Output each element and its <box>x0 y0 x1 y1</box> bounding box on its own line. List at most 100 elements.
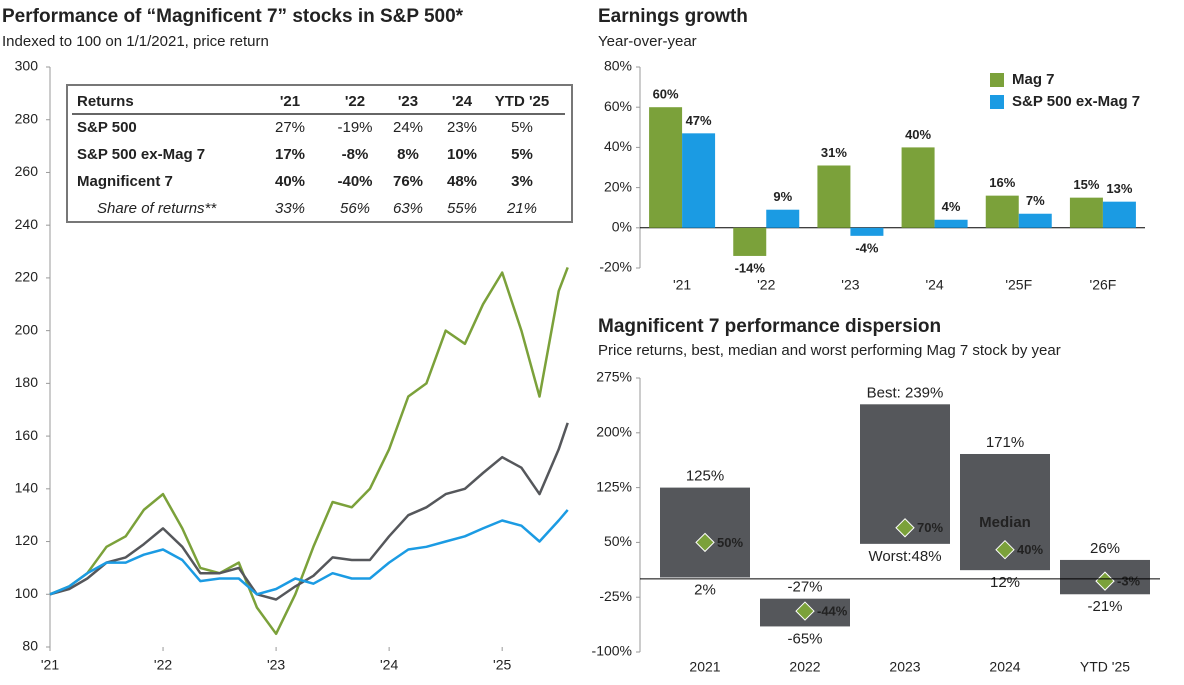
y-tick-label: 200 <box>15 321 39 337</box>
table-cell: 21% <box>506 200 537 217</box>
x-tick-label: '23 <box>267 657 285 673</box>
x-tick-label: '22 <box>154 657 172 673</box>
table-cell: 63% <box>393 200 423 217</box>
median-label: 40% <box>1017 542 1043 557</box>
x-tick-label: '26F <box>1090 277 1117 293</box>
bar <box>1069 197 1103 228</box>
table-header: '23 <box>398 93 418 110</box>
x-tick-label: '21 <box>673 277 691 293</box>
bar <box>985 195 1019 228</box>
table-cell: 23% <box>447 119 477 136</box>
legend-label: S&P 500 ex-Mag 7 <box>1012 93 1140 110</box>
y-tick-label: 160 <box>15 427 39 443</box>
high-label: Best: 239% <box>867 384 944 401</box>
table-cell: 33% <box>275 200 305 217</box>
x-tick-label: '23 <box>841 277 859 293</box>
table-cell: 5% <box>511 119 533 136</box>
y-tick-label: 220 <box>15 269 39 285</box>
bar <box>901 147 935 228</box>
median-label: 50% <box>717 535 743 550</box>
table-cell: 17% <box>275 146 305 163</box>
chart-subtitle: Year-over-year <box>598 33 697 50</box>
high-label: 171% <box>986 434 1024 451</box>
median-marker <box>895 518 915 538</box>
chart-title: Earnings growth <box>598 6 748 27</box>
data-label: 31% <box>821 145 847 160</box>
table-box <box>66 84 573 223</box>
legend-swatch <box>990 95 1004 109</box>
y-tick-label: -100% <box>592 643 632 659</box>
y-tick-label: 280 <box>15 110 39 126</box>
y-tick-label: 240 <box>15 216 39 232</box>
table-cell: -40% <box>337 173 372 190</box>
series-line <box>49 266 569 636</box>
high-label: 26% <box>1090 540 1120 557</box>
data-label: 9% <box>773 189 792 204</box>
x-tick-label: '25F <box>1005 277 1032 293</box>
table-cell: 48% <box>447 173 477 190</box>
legend-label: Mag 7 <box>1012 71 1055 88</box>
table-header: '21 <box>280 93 300 110</box>
table-cell: 76% <box>393 173 423 190</box>
bar <box>850 227 884 236</box>
median-label: -44% <box>817 604 848 619</box>
bar <box>766 209 800 228</box>
annotation: Median <box>979 514 1031 531</box>
x-tick-label: 2024 <box>989 659 1020 675</box>
x-tick-label: 2022 <box>789 659 820 675</box>
bar <box>682 133 716 228</box>
x-tick-label: 2023 <box>889 659 920 675</box>
table-cell: S&P 500 <box>77 119 137 136</box>
data-label: 16% <box>989 175 1015 190</box>
chart-title: Magnificent 7 performance dispersion <box>598 316 941 337</box>
y-tick-label: 180 <box>15 374 39 390</box>
y-tick-label: 200% <box>596 424 632 440</box>
median-label: -3% <box>1117 574 1141 589</box>
high-label: 125% <box>686 468 724 485</box>
data-label: 4% <box>942 199 961 214</box>
y-tick-label: 300 <box>15 58 39 74</box>
x-tick-label: '24 <box>925 277 943 293</box>
data-label: 40% <box>905 127 931 142</box>
data-label: 13% <box>1106 181 1132 196</box>
y-tick-label: 40% <box>604 138 632 154</box>
bar <box>733 227 767 256</box>
y-tick-label: 20% <box>604 178 632 194</box>
chart-subtitle: Price returns, best, median and worst pe… <box>598 342 1061 359</box>
table-cell: 55% <box>447 200 477 217</box>
legend-swatch <box>990 73 1004 87</box>
chart-subtitle: Indexed to 100 on 1/1/2021, price return <box>2 33 269 50</box>
y-tick-label: 0% <box>612 219 632 235</box>
median-marker <box>695 532 715 553</box>
table-header: '24 <box>452 93 473 110</box>
bar <box>1102 201 1136 228</box>
median-label: 70% <box>917 520 943 535</box>
series-line <box>49 422 569 601</box>
table-cell: 56% <box>340 200 370 217</box>
x-tick-label: YTD '25 <box>1080 659 1130 675</box>
y-tick-label: -20% <box>599 259 632 275</box>
median-marker <box>995 539 1015 560</box>
chart-title: Performance of “Magnificent 7” stocks in… <box>2 6 464 27</box>
table-cell: 3% <box>511 173 533 190</box>
x-tick-label: '25 <box>493 657 511 673</box>
data-label: 7% <box>1026 193 1045 208</box>
range-bar <box>660 487 750 578</box>
y-tick-label: 275% <box>596 369 632 385</box>
low-label: Worst:48% <box>868 548 941 565</box>
y-tick-label: 80% <box>604 58 632 74</box>
y-tick-label: 260 <box>15 163 39 179</box>
data-label: 47% <box>686 113 712 128</box>
median-marker <box>795 601 815 621</box>
median-marker <box>1095 571 1115 591</box>
data-label: -14% <box>735 260 766 275</box>
bar <box>934 219 968 228</box>
returns-table: Returns '21 '22 '23 '24 YTD '25 S&P 500 27% -19%… <box>66 84 573 223</box>
low-label: 12% <box>990 574 1020 591</box>
table-cell: 8% <box>397 146 419 163</box>
y-tick-label: 140 <box>15 480 39 496</box>
table-header: YTD '25 <box>495 93 549 110</box>
x-tick-label: '21 <box>41 657 59 673</box>
